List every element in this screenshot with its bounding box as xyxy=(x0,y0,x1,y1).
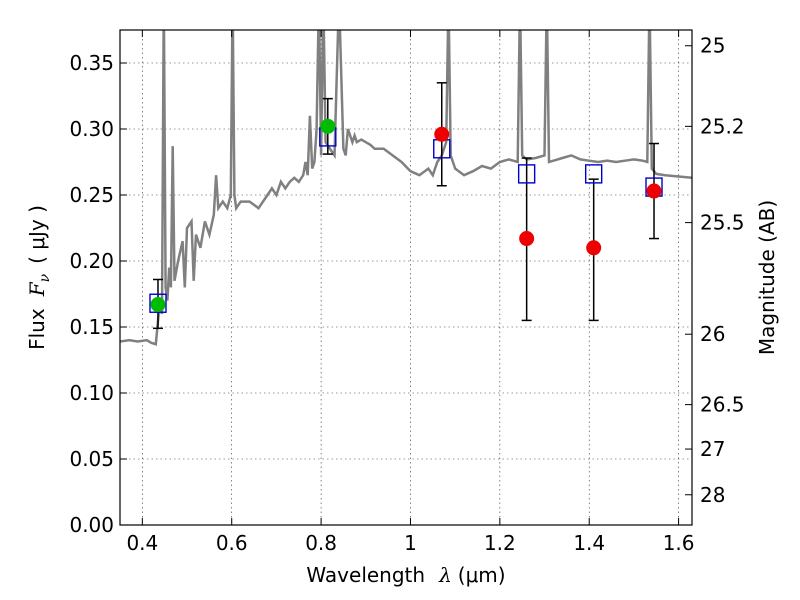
model-square-marker xyxy=(149,293,167,313)
data-markers xyxy=(149,118,663,313)
mag-tick-label: 25.5 xyxy=(700,211,745,235)
model-spectrum xyxy=(120,30,692,346)
y-tick-label: 0.35 xyxy=(69,51,114,75)
observed-point-marker xyxy=(150,297,166,313)
observed-point-marker xyxy=(646,183,662,199)
mag-tick-label: 26 xyxy=(700,322,725,346)
model-square-marker xyxy=(584,164,603,184)
x-tick-label: 1.4 xyxy=(573,531,605,555)
spectrum-line xyxy=(120,30,692,346)
observed-point-marker xyxy=(519,231,535,247)
x-tick-label: 1 xyxy=(404,531,417,555)
mag-tick-label: 27 xyxy=(700,437,725,461)
y-tick-label: 0.05 xyxy=(69,447,114,471)
mag-tick-label: 26.5 xyxy=(700,393,745,417)
observed-point-marker xyxy=(320,118,336,134)
y-tick-label: 0.10 xyxy=(69,381,114,405)
axis-ticks xyxy=(120,30,692,526)
mag-tick-label: 28 xyxy=(700,483,725,507)
magnitude-axis-label: Magnitude (AB) xyxy=(755,200,779,355)
x-axis-label: Wavelength λ (μm) xyxy=(306,563,505,587)
plot-frame xyxy=(119,29,693,526)
y-axis-label: FluxFν( μJy ) xyxy=(25,205,53,350)
observed-point-marker xyxy=(434,126,450,142)
x-tick-label: 0.6 xyxy=(216,531,248,555)
x-tick-label: 0.4 xyxy=(126,531,158,555)
x-tick-label: 1.6 xyxy=(663,531,695,555)
mag-tick-label: 25.2 xyxy=(700,114,745,138)
tick-labels: 0.4 0.6 0.8 1 1.2 1.4 1.6 0.00 0.05 0.10 0.15 0.20 0… xyxy=(69,34,744,555)
mag-tick-label: 25 xyxy=(700,34,725,58)
y-tick-label: 0.25 xyxy=(69,183,114,207)
model-square-marker xyxy=(517,164,536,184)
x-tick-label: 1.2 xyxy=(484,531,516,555)
x-tick-label: 0.8 xyxy=(305,531,337,555)
y-tick-label: 0.00 xyxy=(69,513,114,537)
grid xyxy=(120,30,692,526)
y-tick-label: 0.15 xyxy=(69,315,114,339)
y-tick-label: 0.20 xyxy=(69,249,114,273)
y-tick-label: 0.30 xyxy=(69,117,114,141)
observed-point-marker xyxy=(586,240,602,256)
